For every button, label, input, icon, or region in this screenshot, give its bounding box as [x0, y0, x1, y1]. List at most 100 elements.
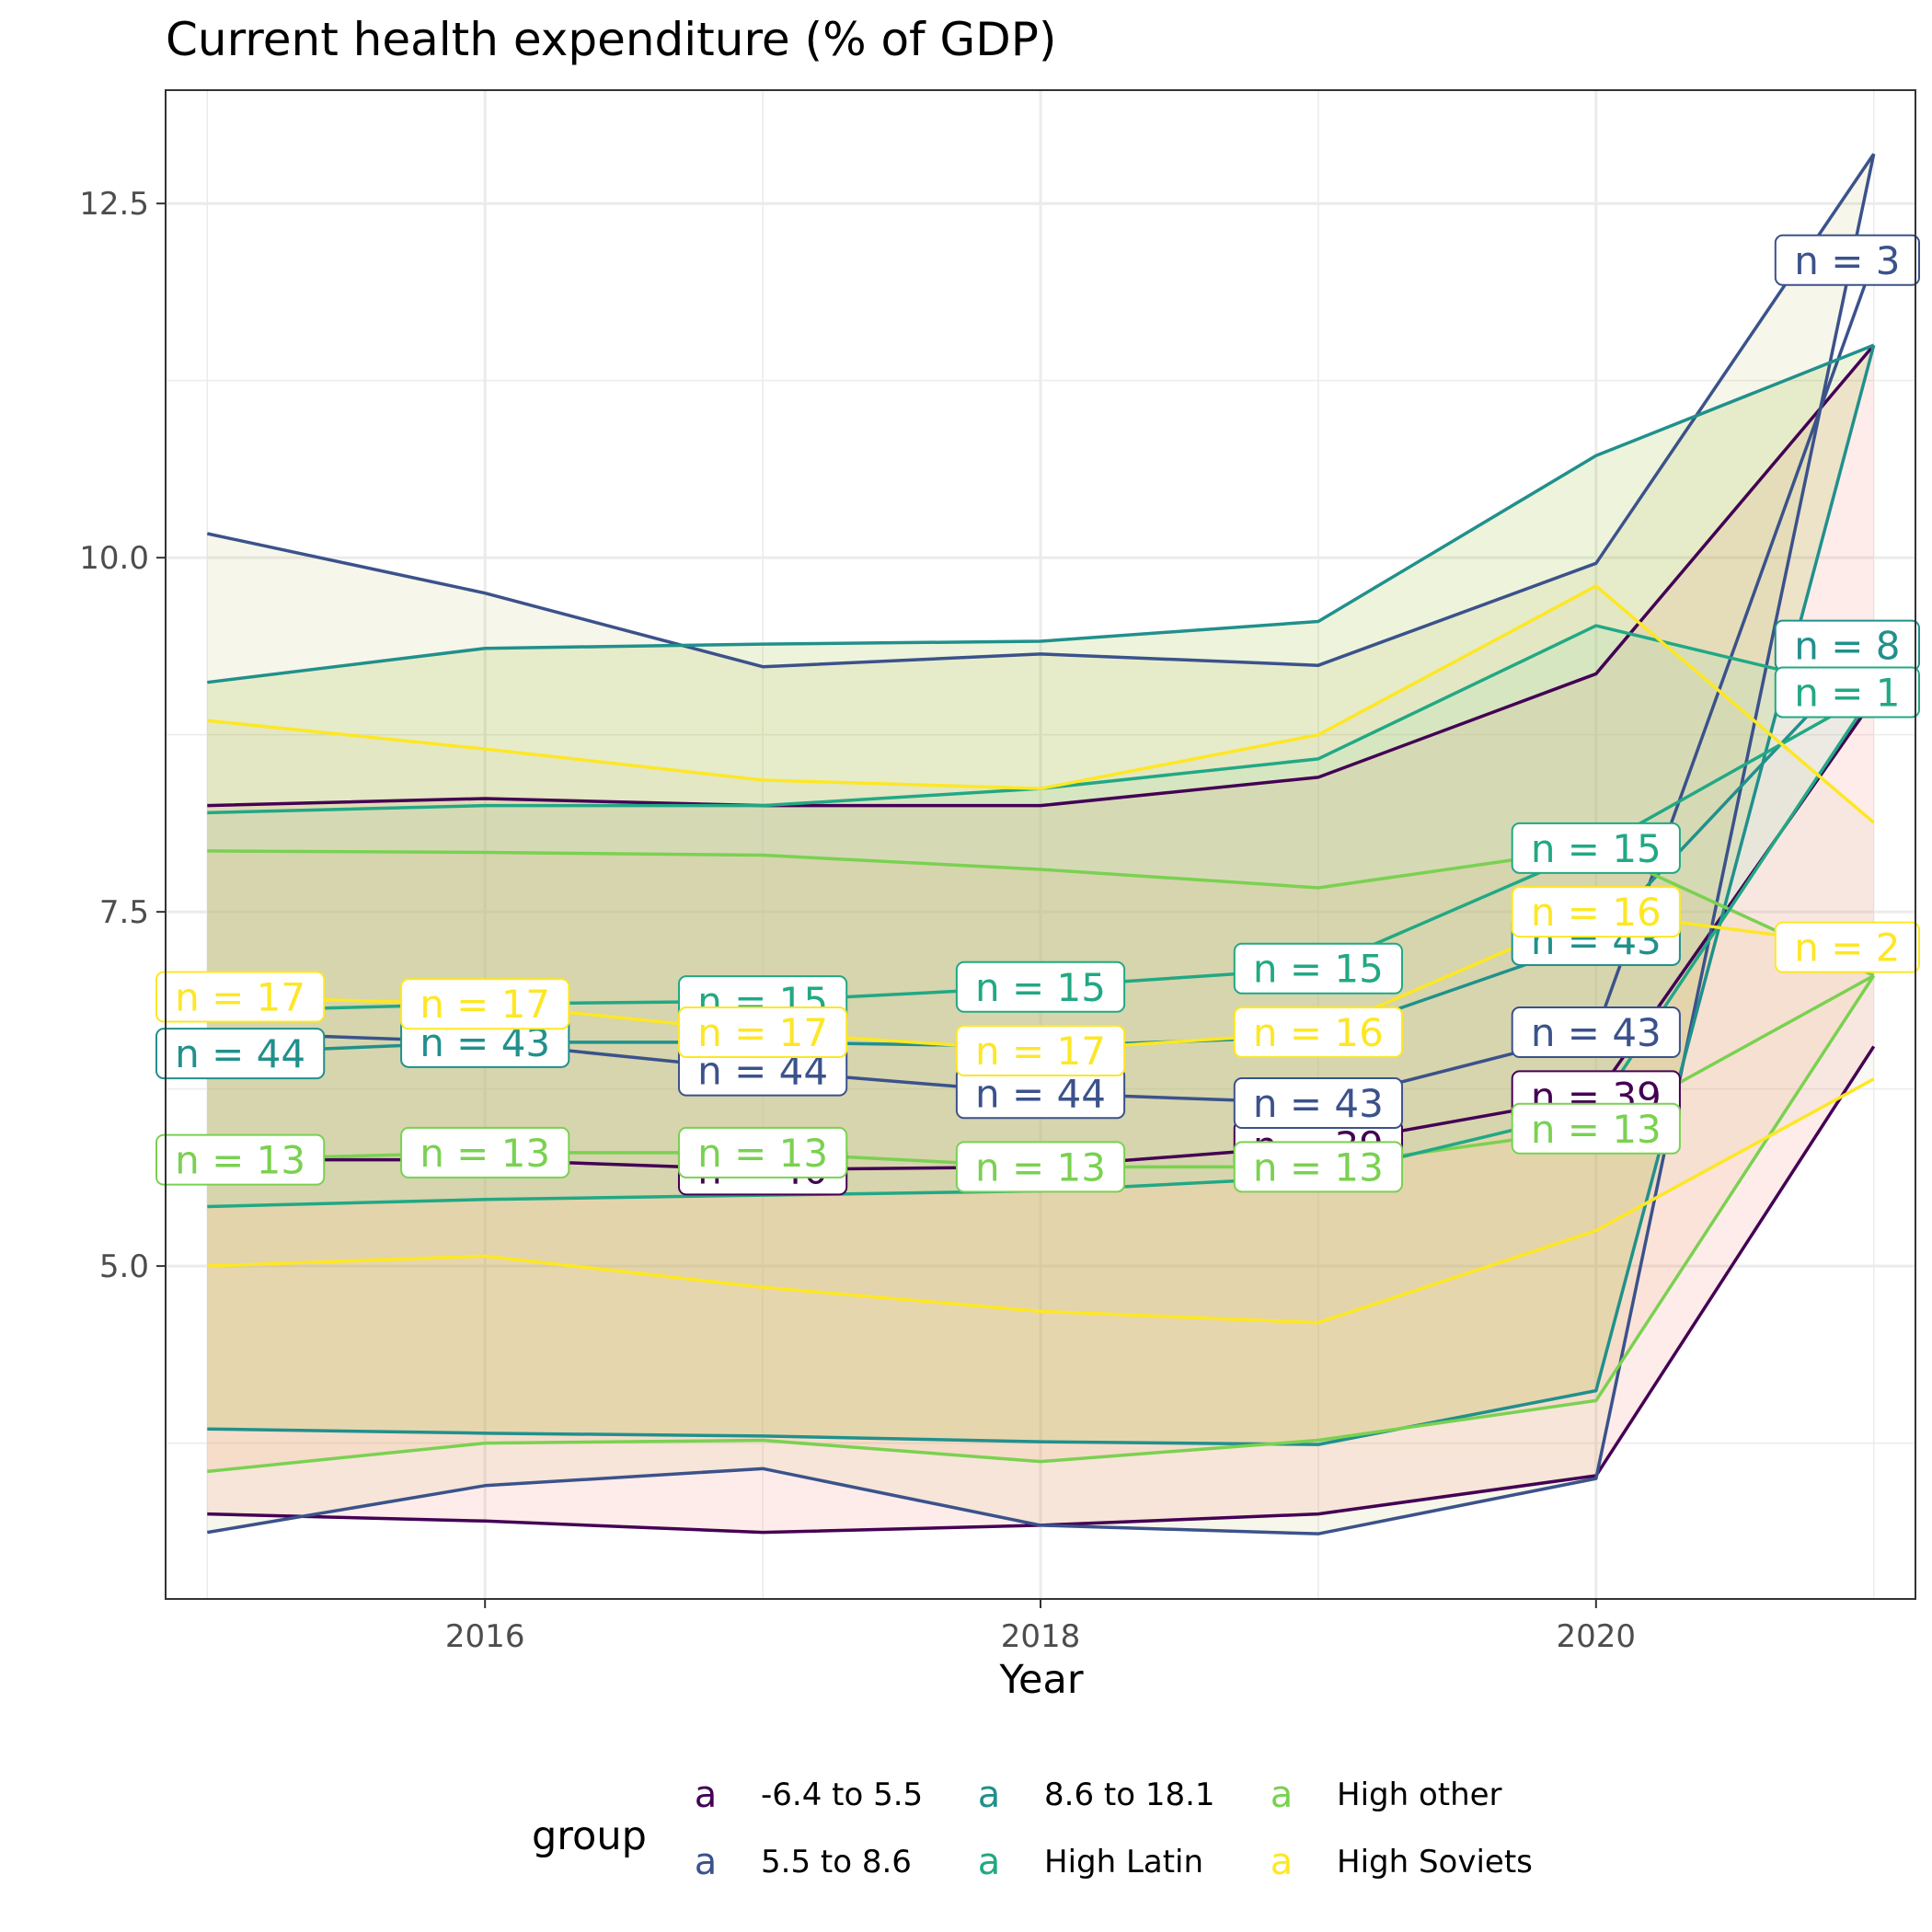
count-label-box — [1511, 1102, 1681, 1155]
plot-area: n = 40n = 39n = 39n = 44n = 44n = 43n = … — [79, 89, 1921, 1655]
legend-key-glyph: a — [978, 1841, 1001, 1883]
legend-key-glyph: a — [695, 1841, 718, 1883]
y-tick-label: 12.5 — [79, 186, 149, 223]
count-label-box — [1511, 1006, 1681, 1059]
count-label: n = 44 — [955, 1067, 1126, 1120]
count-label-box — [1233, 1077, 1404, 1130]
legend-item: a 8.6 to 18.1 — [978, 1774, 1215, 1816]
count-label-box — [1511, 886, 1681, 938]
count-label-text: n = 17 — [975, 1029, 1106, 1074]
count-label: n = 1 — [1774, 666, 1921, 719]
count-label-box — [400, 978, 570, 1030]
count-label-text: n = 13 — [697, 1131, 828, 1176]
count-label-text: n = 13 — [420, 1131, 550, 1176]
count-label-text: n = 13 — [975, 1144, 1106, 1190]
count-label-box — [1233, 942, 1404, 995]
count-label-text: n = 17 — [420, 982, 550, 1027]
ribbon-5.5-to-8.6 — [207, 154, 1874, 1535]
legend-item-label: 8.6 to 18.1 — [1044, 1777, 1215, 1813]
ribbon-high-soviets — [207, 585, 1874, 1323]
series-line-upper-high-soviets — [207, 584, 1875, 824]
legend-item-label: -6.4 to 5.5 — [761, 1777, 923, 1813]
count-label: n = 15 — [1233, 942, 1404, 995]
y-tick-label: 7.5 — [99, 894, 149, 931]
count-label: n = 43 — [1233, 1077, 1404, 1130]
count-label-text: n = 1 — [1794, 670, 1900, 715]
ribbon--6.4-to-5.5 — [207, 345, 1874, 1533]
chart-title: Current health expenditure (% of GDP) — [166, 13, 1056, 66]
count-label: n = 13 — [955, 1141, 1126, 1193]
count-label: n = 3 — [1774, 234, 1921, 286]
count-label: n = 17 — [955, 1025, 1126, 1077]
series-line-upper-8.6-to-18.1 — [207, 343, 1875, 684]
count-label: n = 17 — [400, 978, 570, 1030]
x-tick-label: 2020 — [1557, 1618, 1637, 1655]
count-label-box — [1774, 234, 1921, 286]
ribbon-8.6-to-18.1 — [207, 345, 1874, 1445]
count-label: n = 16 — [1511, 886, 1681, 938]
count-label-text: n = 17 — [175, 975, 305, 1020]
count-label-box — [400, 1126, 570, 1179]
count-label: n = 17 — [155, 971, 326, 1023]
legend-title: group — [532, 1813, 647, 1859]
count-label-box — [1233, 1006, 1404, 1059]
count-label-text: n = 13 — [175, 1138, 305, 1183]
count-label-text: n = 13 — [1531, 1107, 1662, 1152]
count-label-box — [155, 1028, 326, 1080]
series-line-lower-5.5-to-8.6 — [206, 153, 1876, 1535]
count-label-text: n = 16 — [1253, 1010, 1384, 1055]
count-label: n = 15 — [955, 960, 1126, 1013]
count-label-text: n = 43 — [1531, 1010, 1662, 1055]
legend: group a -6.4 to 5.5 a 5.5 to 8.6 a 8.6 to 18.… — [532, 1774, 1533, 1883]
legend-item: a -6.4 to 5.5 — [695, 1774, 923, 1816]
count-label-text: n = 2 — [1794, 926, 1900, 971]
legend-item-label: High Soviets — [1337, 1844, 1533, 1880]
count-label: n = 44 — [155, 1028, 326, 1080]
y-tick-label: 10.0 — [79, 540, 149, 577]
legend-item-label: High Latin — [1044, 1844, 1203, 1880]
count-label: n = 43 — [1511, 1006, 1681, 1059]
legend-item-label: High other — [1337, 1777, 1502, 1813]
count-label-text: n = 43 — [1253, 1081, 1384, 1126]
count-label: n = 13 — [677, 1126, 848, 1179]
count-label: n = 8 — [1774, 619, 1921, 672]
count-label: n = 17 — [677, 1006, 848, 1059]
legend-key-glyph: a — [1271, 1774, 1294, 1816]
count-label-box — [955, 960, 1126, 1013]
count-label-text: n = 8 — [1794, 624, 1900, 669]
count-label-text: n = 15 — [1531, 826, 1662, 871]
x-tick-label: 2016 — [445, 1618, 525, 1655]
legend-key-glyph: a — [695, 1774, 718, 1816]
legend-key-glyph: a — [1271, 1841, 1294, 1883]
count-label: n = 16 — [1233, 1006, 1404, 1059]
series-line-upper-5.5-to-8.6 — [206, 153, 1876, 669]
x-tick-label: 2018 — [1001, 1618, 1081, 1655]
count-label-box — [1511, 822, 1681, 874]
legend-key-glyph: a — [978, 1774, 1001, 1816]
count-label-box — [1233, 1141, 1404, 1193]
series-line-lower-high-other — [207, 974, 1876, 1474]
count-label-text: n = 44 — [175, 1031, 305, 1076]
count-label-text: n = 44 — [975, 1071, 1106, 1116]
ribbon-high-latin — [207, 626, 1874, 1207]
legend-item: a 5.5 to 8.6 — [695, 1841, 912, 1883]
count-label-box — [155, 971, 326, 1023]
count-label-box — [677, 1006, 848, 1059]
series-line-lower-high-soviets — [207, 1077, 1875, 1325]
count-label-text: n = 15 — [1253, 947, 1384, 992]
count-label-box — [677, 1126, 848, 1179]
count-label-text: n = 17 — [697, 1010, 828, 1055]
count-label: n = 13 — [1233, 1141, 1404, 1193]
count-label-text: n = 16 — [1531, 890, 1662, 935]
count-label-text: n = 13 — [1253, 1144, 1384, 1190]
count-label-box — [1774, 921, 1921, 973]
count-label-box — [155, 1133, 326, 1186]
x-axis-title: Year — [998, 1657, 1083, 1703]
legend-item: a High other — [1271, 1774, 1502, 1816]
count-label: n = 13 — [155, 1133, 326, 1186]
count-label-text: n = 15 — [975, 965, 1106, 1010]
series-line-upper--6.4-to-5.5 — [207, 344, 1876, 808]
legend-item: a High Latin — [978, 1841, 1203, 1883]
